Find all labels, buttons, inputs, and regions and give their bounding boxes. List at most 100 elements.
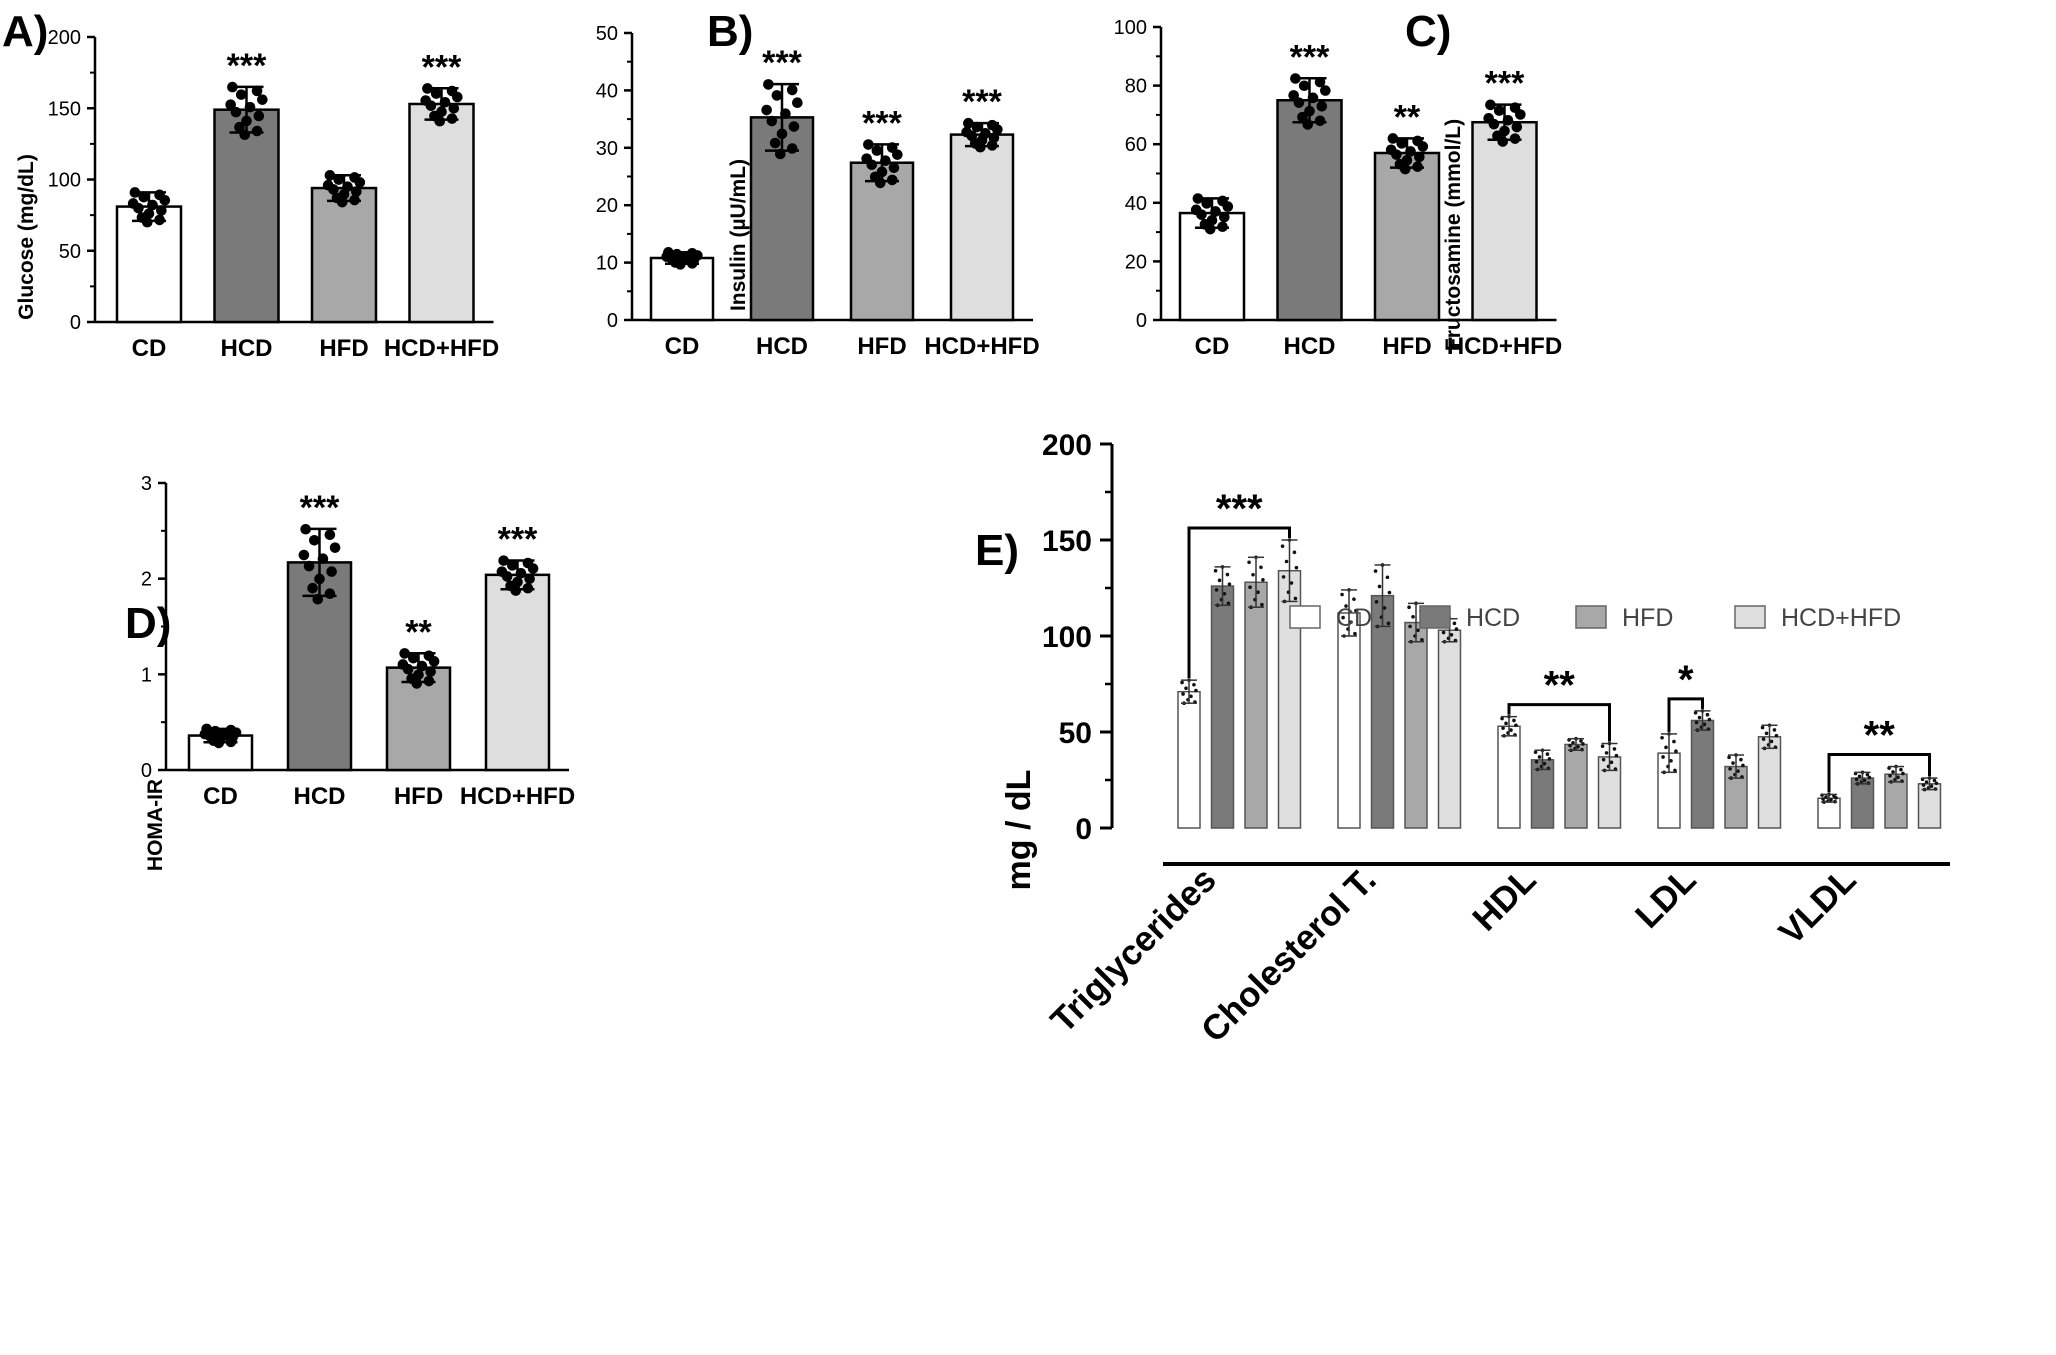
data-point (1576, 744, 1580, 749)
bar-hcd-plus-hfd (1471, 120, 1538, 322)
data-point (1284, 559, 1289, 564)
data-point (888, 162, 900, 174)
significance-label: *** (498, 520, 538, 558)
data-point (1386, 621, 1391, 626)
data-point (326, 566, 337, 577)
data-point (1772, 728, 1777, 732)
y-tick-label: 200 (48, 27, 81, 49)
data-point (1769, 739, 1774, 744)
legend-label: HCD (1466, 604, 1520, 632)
data-point (1509, 728, 1513, 732)
data-point (1924, 780, 1929, 784)
y-tick-label: 80 (1125, 76, 1147, 98)
data-point (1727, 755, 1731, 760)
data-point (1604, 751, 1609, 755)
data-point (257, 94, 268, 105)
data-point (1340, 592, 1344, 597)
panel-a-ylabel: Glucose (mg/dL) (15, 154, 38, 320)
significance-label: *** (227, 47, 267, 85)
data-point (1292, 550, 1297, 555)
x-category-label: HCD+HFD (1447, 333, 1562, 360)
data-point (524, 573, 535, 585)
bar-cholesterol-t-cd (1337, 612, 1361, 829)
data-point (328, 184, 339, 195)
data-point (1760, 725, 1765, 730)
data-point (1731, 761, 1735, 765)
data-point (408, 652, 419, 664)
data-point (1344, 604, 1348, 608)
data-point (1697, 715, 1702, 720)
data-point (251, 125, 263, 137)
data-point (1387, 590, 1392, 595)
data-point (992, 124, 1003, 135)
data-point (1382, 606, 1387, 610)
data-point (1515, 109, 1526, 120)
y-tick-label: 50 (1059, 717, 1092, 750)
data-point (1260, 602, 1264, 607)
y-tick-label: 30 (596, 138, 618, 160)
panel-a: A) Glucose (mg/dL) 0 50 100 150 200 CD *** HCD H… (2, 7, 499, 362)
data-point (239, 129, 251, 141)
data-point (1736, 769, 1740, 773)
panel-c: C) Fructosamine (mmol/L) 0 20 40 60 80 100 CD *… (1114, 7, 1563, 360)
panel-c-letter: C) (1405, 7, 1451, 56)
y-tick-label: 50 (596, 23, 618, 45)
data-point (1542, 761, 1547, 766)
significance-label: ** (1544, 664, 1576, 708)
data-point (1921, 783, 1926, 787)
data-point (1189, 694, 1193, 699)
data-point (1217, 578, 1222, 583)
data-point (871, 145, 883, 156)
data-point (133, 202, 144, 214)
bar-hfd (849, 161, 915, 322)
y-tick-label: 20 (596, 195, 618, 217)
data-point (1354, 608, 1358, 613)
data-point (1226, 601, 1231, 606)
y-tick-label: 100 (1042, 621, 1092, 654)
data-point (1414, 151, 1425, 163)
data-point (1857, 774, 1862, 779)
panel-d: D) HOMA-IR 0 1 2 3 CD *** HCD ** HFD *** HCD+HFD (125, 473, 575, 871)
data-point (1204, 223, 1216, 235)
panel-d-ylabel: HOMA-IR (144, 779, 167, 871)
data-point (1660, 735, 1664, 740)
significance-label: *** (300, 489, 340, 527)
significance-bracket (1507, 703, 1611, 742)
data-point (1934, 781, 1939, 786)
data-point (1341, 615, 1345, 620)
data-point (1891, 770, 1895, 774)
x-category-label: HCD (294, 783, 346, 810)
data-point (1501, 726, 1505, 730)
data-point (1192, 682, 1196, 687)
data-point (1824, 795, 1828, 799)
data-point (1500, 716, 1504, 721)
x-category-label: VLDL (1771, 860, 1863, 952)
x-category-label: CD (132, 335, 167, 362)
data-point (1289, 581, 1294, 585)
data-point (1259, 565, 1263, 570)
data-point (411, 678, 423, 689)
data-point (1181, 692, 1185, 696)
data-point (1661, 755, 1665, 759)
data-point (1420, 638, 1424, 642)
data-point (786, 143, 798, 154)
panel-b: B) Insulin (µU/mL) 0 10 20 30 40 50 CD *** HCD **… (596, 7, 1040, 360)
legend: CD HCD HFD HCD+HFD (1289, 604, 1901, 632)
panel-d-letter: D) (125, 599, 171, 648)
significance-label: *** (422, 48, 462, 86)
y-tick-label: 0 (141, 760, 152, 782)
legend-swatch-hfd (1575, 605, 1607, 629)
data-point (874, 177, 886, 189)
data-point (1514, 723, 1518, 728)
data-point (1664, 745, 1668, 750)
data-point (1929, 784, 1934, 788)
data-point (1899, 767, 1903, 772)
bar-hcd (213, 108, 280, 324)
x-category-label: HFD (857, 333, 906, 360)
data-point (1399, 163, 1411, 175)
data-point (1673, 768, 1677, 773)
data-point (230, 106, 242, 118)
data-point (1314, 115, 1326, 127)
data-point (1614, 753, 1619, 758)
